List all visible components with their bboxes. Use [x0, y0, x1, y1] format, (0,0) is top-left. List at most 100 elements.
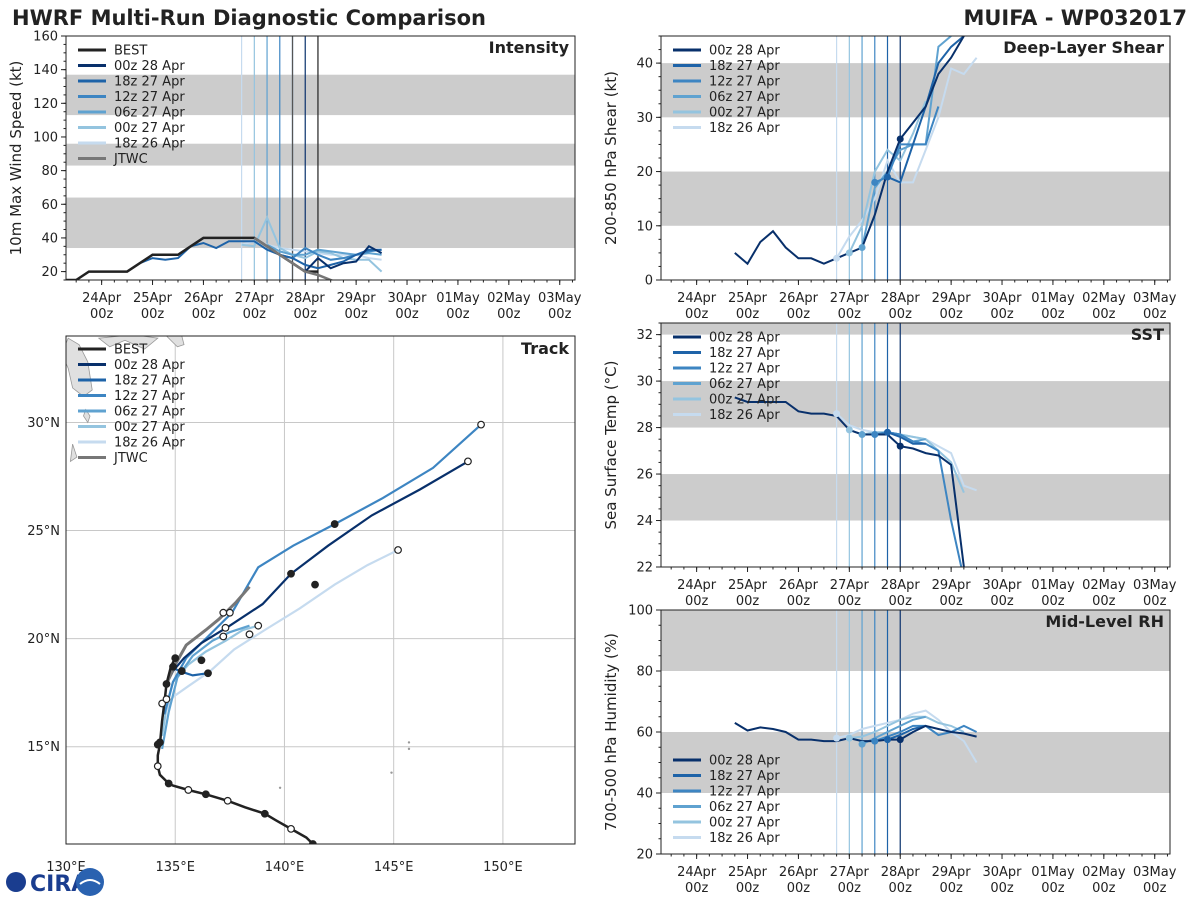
track-forecast-marker — [245, 630, 254, 639]
sst-title: SST — [1131, 325, 1164, 344]
shear-xtick-day: 01May — [1031, 291, 1075, 306]
intensity-ytick-label: 100 — [33, 130, 58, 145]
sst-band — [661, 474, 1170, 521]
sst-band — [661, 381, 1170, 428]
shear-ylabel: 200-850 hPa Shear (kt) — [602, 71, 620, 245]
track-lon-label: 145°E — [374, 860, 414, 875]
rh-band — [661, 610, 1170, 671]
intensity-ytick-label: 20 — [41, 265, 58, 280]
track-forecast-marker — [477, 420, 485, 429]
rh-xtick-day: 03May — [1133, 865, 1177, 880]
shear-xtick-day: 02May — [1082, 291, 1126, 306]
track-best-marker — [153, 762, 162, 771]
intensity-ytick-label: 120 — [33, 97, 58, 112]
sst-xtick-hour: 00z — [1041, 594, 1065, 609]
track-island — [407, 747, 411, 751]
sst-xtick-day: 29Apr — [932, 578, 972, 593]
sst-ytick-label: 22 — [636, 561, 653, 576]
shear-xtick-hour: 00z — [1041, 307, 1065, 322]
sst-xtick-day: 01May — [1031, 578, 1075, 593]
intensity-band — [66, 74, 575, 116]
intensity-xtick-day: 03May — [538, 291, 582, 306]
rh-init-marker — [845, 734, 853, 742]
sst-frame — [660, 322, 1171, 568]
track-frame — [65, 335, 576, 845]
rh-xtick-day: 29Apr — [932, 865, 972, 880]
track-forecast-marker — [394, 546, 402, 554]
intensity-ytick-label: 40 — [41, 231, 58, 246]
shear-xtick-day: 03May — [1133, 291, 1177, 306]
track-forecast-marker — [330, 520, 339, 528]
rh-xtick-hour: 00z — [1092, 881, 1116, 896]
rh-xtick-day: 30Apr — [983, 865, 1023, 880]
track-best-marker — [184, 786, 193, 794]
rh-xtick-hour: 00z — [787, 881, 811, 896]
track-land — [16, 490, 31, 507]
shear-panel: 01020304024Apr00z25Apr00z26Apr00z27Apr00… — [602, 35, 1177, 322]
track-best-marker — [169, 662, 177, 671]
sst-plot-area — [734, 396, 977, 567]
rh-ytick-label: 60 — [636, 726, 653, 741]
track-lat-label: 15°N — [27, 740, 60, 755]
rh-series-line — [734, 722, 977, 743]
shear-xtick-hour: 00z — [990, 307, 1014, 322]
shear-xtick-day: 25Apr — [728, 291, 768, 306]
rh-init-marker — [871, 737, 879, 745]
track-best-marker — [201, 790, 210, 799]
track-legend-label: 00z 28 Apr — [114, 358, 185, 373]
track-island — [407, 741, 411, 744]
rh-series-line — [887, 724, 926, 741]
rh-series-line — [836, 709, 978, 764]
track-forecast-marker — [219, 632, 228, 641]
intensity-ytick-label: 160 — [33, 30, 58, 45]
shear-band — [661, 171, 1170, 226]
shear-xtick-day: 28Apr — [881, 291, 921, 306]
shear-series-line — [835, 57, 978, 259]
intensity-xtick-day: 29Apr — [337, 291, 377, 306]
rh-init-marker — [833, 734, 841, 742]
track-forecast-marker — [204, 669, 212, 678]
intensity-xtick-day: 27Apr — [235, 291, 275, 306]
shear-xtick-hour: 00z — [685, 307, 709, 322]
sst-panel: 22242628303224Apr00z25Apr00z26Apr00z27Ap… — [602, 322, 1177, 609]
shear-ytick-label: 20 — [636, 165, 653, 180]
sst-legend-label: 06z 27 Apr — [709, 377, 780, 392]
intensity-xtick-day: 30Apr — [388, 291, 428, 306]
intensity-legend-label: 00z 27 Apr — [114, 121, 185, 136]
track-island — [390, 771, 393, 774]
intensity-band — [66, 143, 575, 166]
sst-init-marker — [884, 428, 892, 436]
intensity-xtick-day: 24Apr — [82, 291, 122, 306]
sst-init-marker — [845, 426, 853, 434]
shear-ytick-label: 40 — [636, 57, 653, 72]
track-best-line — [156, 657, 314, 844]
track-land — [97, 336, 159, 350]
shear-init-marker — [884, 173, 892, 181]
rh-xtick-hour: 00z — [990, 881, 1014, 896]
rh-legend-label: 00z 27 Apr — [709, 816, 780, 831]
intensity-legend-label: 18z 27 Apr — [114, 75, 185, 90]
shear-xtick-day: 24Apr — [677, 291, 717, 306]
shear-band — [661, 63, 1170, 118]
track-legend-label: 18z 26 Apr — [114, 436, 185, 451]
rh-legend-label: 18z 26 Apr — [709, 831, 780, 846]
shear-xtick-hour: 00z — [787, 307, 811, 322]
rh-xtick-day: 25Apr — [728, 865, 768, 880]
track-lat-label: 30°N — [27, 416, 60, 431]
sst-xtick-hour: 00z — [685, 594, 709, 609]
track-legend-label: JTWC — [113, 451, 148, 466]
track-panel: 130°E 135°E 140°E 145°E 150°E 15°N 20°N 25°N 30°… — [16, 335, 576, 875]
track-forecast-marker — [287, 569, 295, 578]
rh-xtick-hour: 00z — [838, 881, 862, 896]
intensity-xtick-day: 28Apr — [286, 291, 326, 306]
intensity-jtwc-line — [253, 236, 335, 280]
sst-series-line — [887, 431, 926, 445]
shear-xtick-hour: 00z — [939, 307, 963, 322]
intensity-legend-label: 18z 26 Apr — [114, 137, 185, 152]
rh-xtick-hour: 00z — [685, 881, 709, 896]
shear-legend-label: 00z 27 Apr — [709, 106, 780, 121]
sst-ytick-label: 28 — [636, 421, 653, 436]
track-land — [69, 443, 78, 463]
shear-init-marker — [858, 243, 866, 251]
intensity-frame — [65, 35, 576, 281]
